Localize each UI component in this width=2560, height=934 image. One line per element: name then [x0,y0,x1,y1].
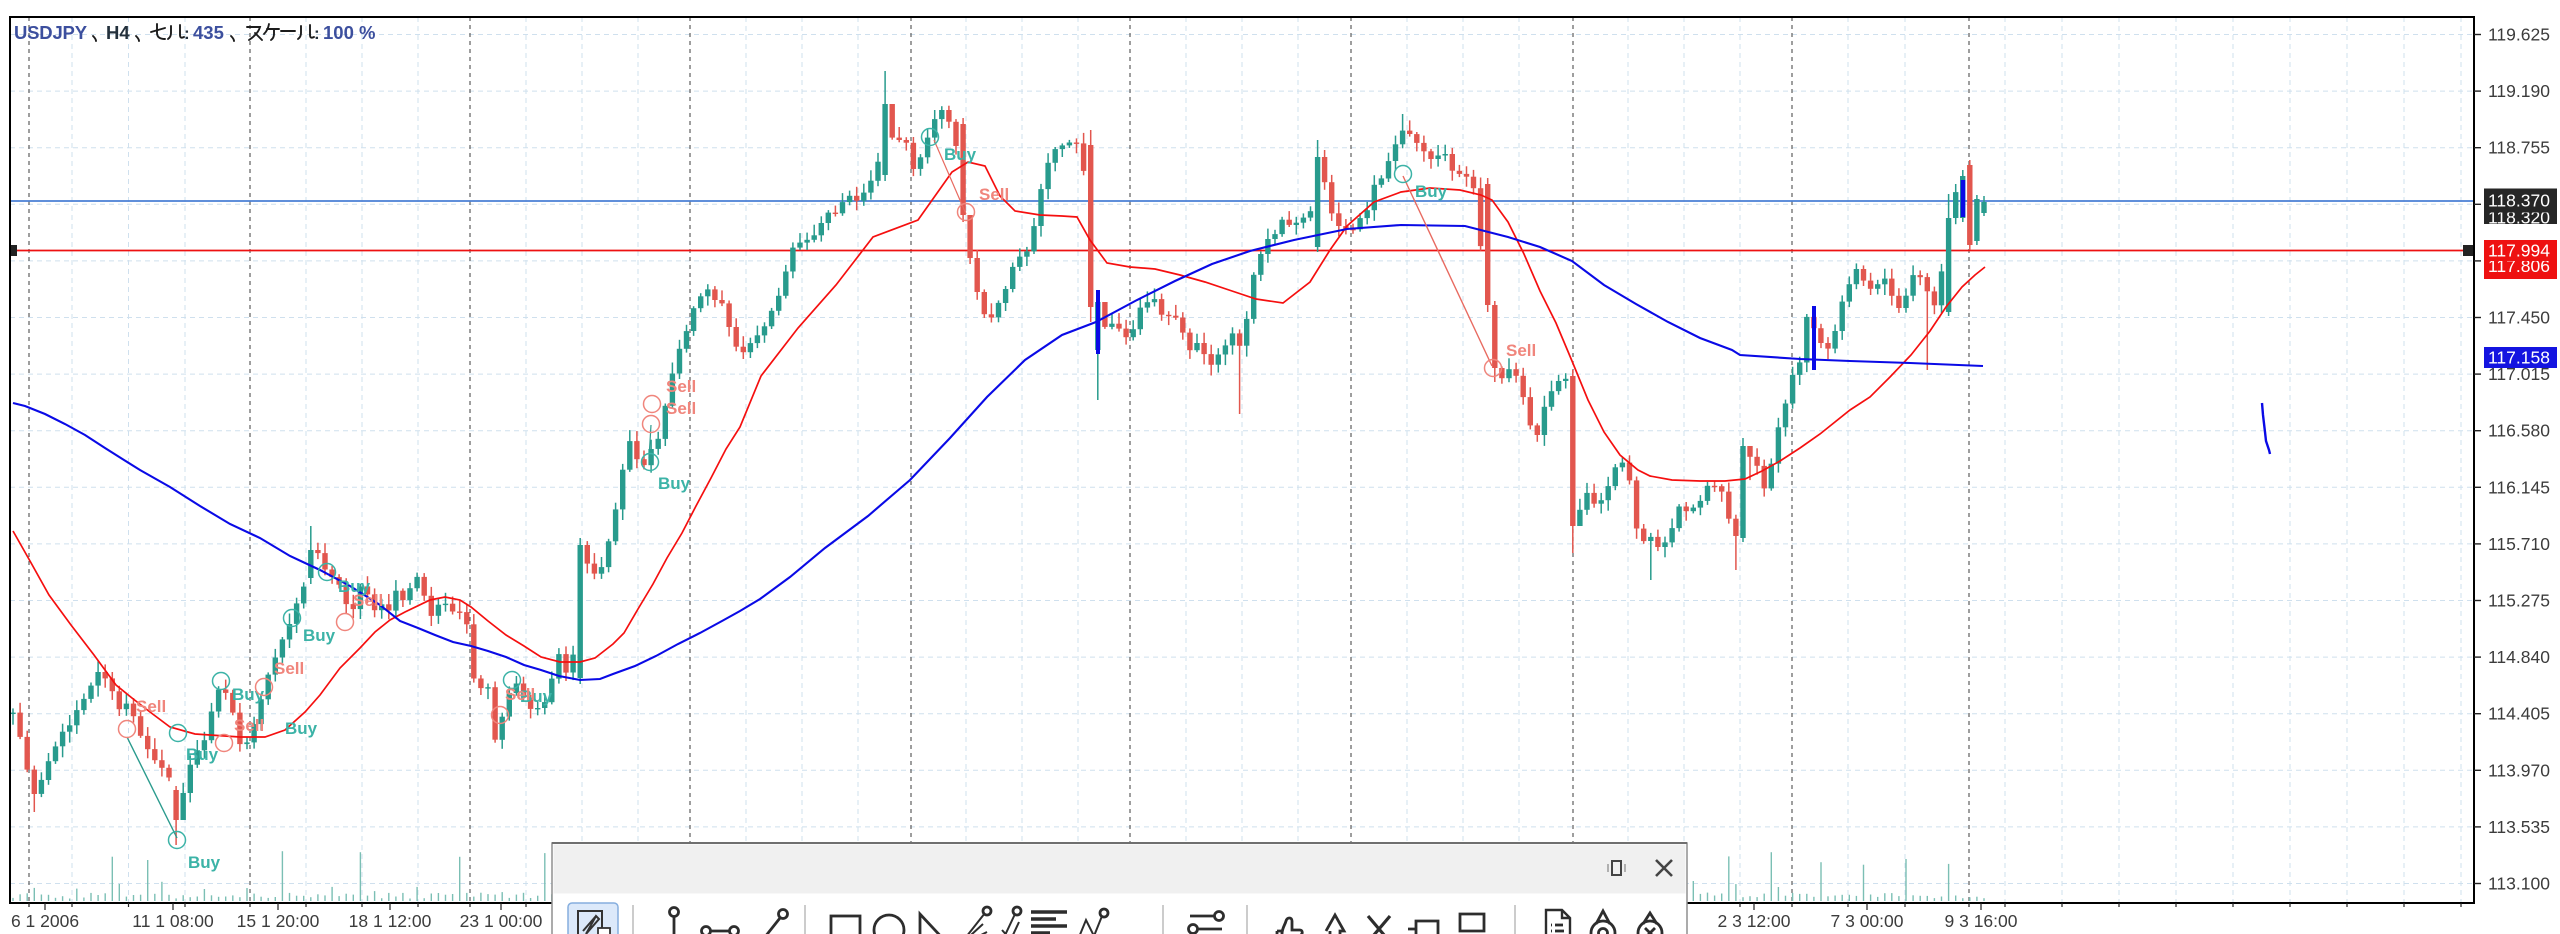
svg-text:118.320: 118.320 [2488,208,2550,228]
svg-text:7 3 00:00: 7 3 00:00 [1831,911,1904,931]
svg-text:2 3 12:00: 2 3 12:00 [1718,911,1791,931]
svg-text::: : [184,24,190,43]
svg-text:Sell: Sell [505,685,535,704]
svg-text:100 %: 100 % [323,22,375,43]
svg-text:Buy: Buy [520,687,553,706]
svg-text:115.710: 115.710 [2488,534,2550,554]
svg-text:117.158: 117.158 [2488,348,2550,368]
svg-text:119.190: 119.190 [2488,81,2550,101]
svg-text:117.450: 117.450 [2488,308,2550,328]
svg-text:116.580: 116.580 [2488,421,2550,441]
svg-text:Sell: Sell [136,697,166,716]
svg-text:Sell: Sell [666,377,696,396]
svg-text:11 1 08:00: 11 1 08:00 [132,911,214,931]
svg-text:Buy: Buy [186,745,219,764]
svg-text:114.405: 114.405 [2488,704,2550,724]
svg-text:Sell: Sell [979,185,1009,204]
svg-text:119.625: 119.625 [2488,25,2550,45]
svg-text:Buy: Buy [944,145,977,164]
svg-text:Sell: Sell [234,716,264,735]
svg-text:15 1 20:00: 15 1 20:00 [237,911,320,931]
svg-text:6 1 2006: 6 1 2006 [11,911,79,931]
svg-text:Buy: Buy [188,853,221,872]
svg-text:23 1 00:00: 23 1 00:00 [460,911,543,931]
svg-text:114.840: 114.840 [2488,647,2550,667]
svg-text:Sell: Sell [353,591,383,610]
svg-text:115.275: 115.275 [2488,591,2550,611]
svg-text:18 1 12:00: 18 1 12:00 [349,911,432,931]
svg-text:113.970: 113.970 [2488,760,2550,780]
svg-text:435: 435 [193,22,224,43]
svg-text:Buy: Buy [1415,182,1448,201]
svg-text:Buy: Buy [303,626,336,645]
svg-text:113.535: 113.535 [2488,817,2550,837]
svg-text:116.145: 116.145 [2488,477,2550,497]
svg-text:Buy: Buy [338,577,371,596]
svg-text:Sell: Sell [1506,341,1536,360]
svg-text:117.994: 117.994 [2488,241,2550,261]
svg-text:113.100: 113.100 [2488,874,2550,894]
svg-text:H4: H4 [106,22,130,43]
svg-text::: : [314,24,320,43]
svg-text:Buy: Buy [285,719,318,738]
svg-text:118.370: 118.370 [2488,191,2550,211]
svg-text:118.755: 118.755 [2488,138,2550,158]
svg-text:117.015: 117.015 [2488,364,2550,384]
svg-text:9 3 16:00: 9 3 16:00 [1945,911,2018,931]
svg-text:Sell: Sell [274,659,304,678]
svg-text:Sell: Sell [666,399,696,418]
svg-text:Buy: Buy [658,474,691,493]
svg-text:USDJPY: USDJPY [14,22,88,43]
